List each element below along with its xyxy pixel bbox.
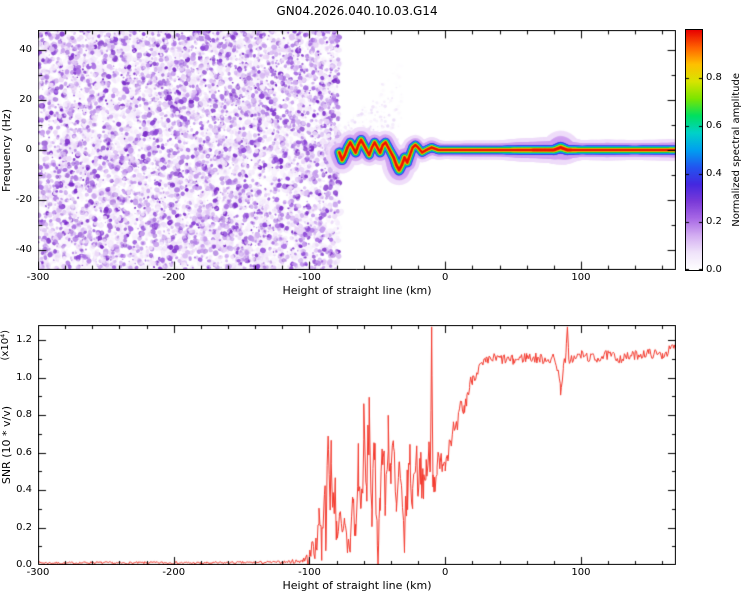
spectrogram-y-axis-label-wrap: Frequency (Hz) <box>0 30 13 270</box>
tick-label: 100 <box>571 272 591 283</box>
snr-line-chart <box>38 325 676 565</box>
tick-label: -200 <box>162 567 186 578</box>
colorbar <box>685 29 703 271</box>
tick-label: -40 <box>15 244 32 255</box>
tick-label: 0 <box>442 567 449 578</box>
tick-label: 0 <box>25 144 32 155</box>
snr-x-axis-ticks: -300 -200 -100 0 100 <box>27 566 676 580</box>
spectrogram-y-axis-ticks: -40 -20 0 20 40 <box>0 30 36 270</box>
tick-label: -100 <box>298 567 321 578</box>
tick-label: -300 <box>26 567 50 578</box>
snr-y-axis-label-wrap: SNR (10 * v/v) <box>0 325 13 565</box>
spectrogram-heatmap <box>38 30 676 270</box>
tick-label: 20 <box>19 94 32 105</box>
tick-label: 0.6 <box>16 446 32 458</box>
tick-label: 0.2 <box>16 521 32 533</box>
tick-label: 0 <box>442 272 449 283</box>
tick-label: 0.4 <box>706 168 722 179</box>
tick-label: -300 <box>26 272 50 283</box>
tick-label: 100 <box>571 567 591 578</box>
tick-label: 40 <box>19 44 32 55</box>
tick-label: 0.8 <box>706 72 722 83</box>
tick-label: 0.4 <box>16 484 32 495</box>
tick-label: -20 <box>15 194 32 205</box>
colorbar-ticks: 0.0 0.2 0.4 0.6 0.8 <box>703 30 731 275</box>
tick-label: 1.0 <box>16 371 32 383</box>
tick-label: 0.0 <box>16 559 32 570</box>
tick-label: 0.0 <box>706 264 722 275</box>
tick-label: 0.8 <box>16 409 32 420</box>
spectrogram-x-axis-ticks: -300 -200 -100 0 100 <box>27 271 676 285</box>
snr-y-axis-label: SNR (10 * v/v) <box>0 405 13 485</box>
colorbar-label-wrap: Normalized spectral amplitude <box>729 30 745 270</box>
spectrogram-y-axis-label: Frequency (Hz) <box>0 108 13 192</box>
snr-y-axis-ticks: 0.0 0.2 0.4 0.6 0.8 1.0 1.2 <box>0 325 36 570</box>
colorbar-label: Normalized spectral amplitude <box>731 73 742 227</box>
tick-label: 1.2 <box>16 334 32 345</box>
tick-label: 0.2 <box>706 216 722 227</box>
figure-title: GN04.2026.040.10.03.G14 <box>276 4 438 18</box>
spectrogram-x-axis-label: Height of straight line (km) <box>282 284 432 297</box>
tick-label: -200 <box>162 272 186 283</box>
tick-label: -100 <box>298 272 321 283</box>
tick-label: 0.6 <box>706 120 722 131</box>
snr-x-axis-label: Height of straight line (km) <box>282 579 432 592</box>
